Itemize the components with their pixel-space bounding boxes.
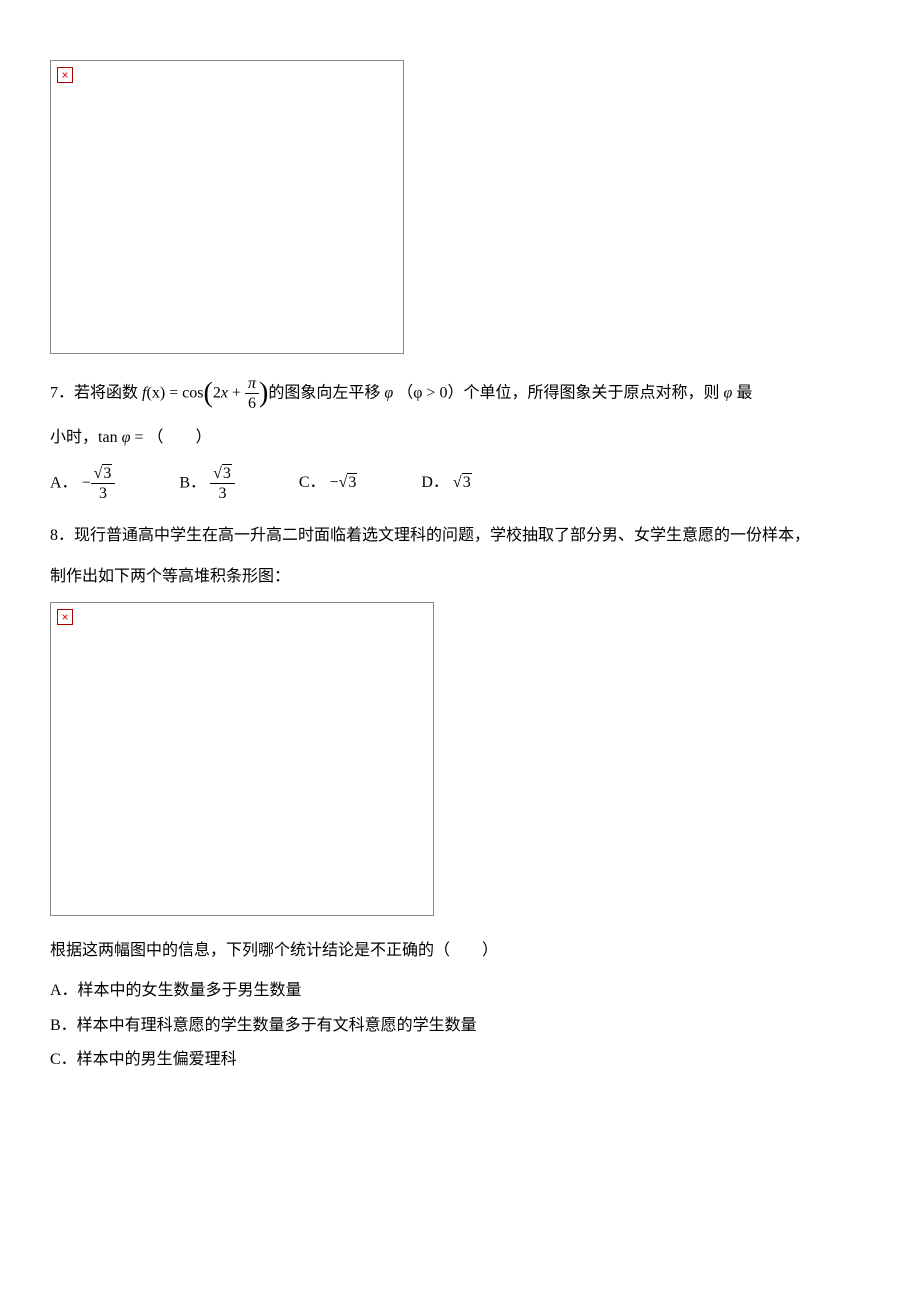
q8-neg: 不正确	[370, 942, 418, 959]
figure-placeholder-2	[50, 602, 434, 916]
q7-option-c: C． −3	[299, 468, 358, 498]
q7-option-d: D． 3	[421, 468, 471, 498]
figure-placeholder-1	[50, 60, 404, 354]
q7-phi: φ	[384, 384, 393, 401]
q8-option-c: C．样本中的男生偏爱理科	[50, 1045, 870, 1075]
question-8: 8．现行普通高中学生在高一升高二时面临着选文理科的问题，学校抽取了部分男、女学生…	[50, 521, 870, 551]
q7-tan: tan	[98, 429, 122, 446]
question-7-line2: 小时，tan φ = （ ）	[50, 423, 870, 453]
question-7: 7．若将函数 f(x) = cos(2x + π6)的图象向左平移 φ （φ >…	[50, 374, 870, 413]
q7-paren: （ ）	[147, 429, 211, 446]
q7-after-paren: 的图象向左平移	[268, 384, 384, 401]
q8-text1: 现行普通高中学生在高一升高二时面临着选文理科的问题，学校抽取了部分男、女学生意愿…	[74, 527, 810, 544]
q7-formula: f(x) = cos(2x + π6)	[142, 374, 268, 413]
q7-cond: （φ > 0）	[397, 384, 463, 401]
rparen: )	[259, 378, 268, 409]
q7-tail: 最	[732, 384, 752, 401]
q7-line2a: 小时，	[50, 429, 98, 446]
q8-option-b: B．样本中有理科意愿的学生数量多于有文科意愿的学生数量	[50, 1011, 870, 1041]
q8-choices: A．样本中的女生数量多于男生数量 B．样本中有理科意愿的学生数量多于有文科意愿的…	[50, 976, 870, 1075]
q7-frac: π6	[245, 374, 259, 413]
question-8-stem: 根据这两幅图中的信息，下列哪个统计结论是不正确的（ ）	[50, 936, 870, 966]
q7-phi2: φ	[723, 384, 732, 401]
q8-stem-tail: 的（ ）	[418, 942, 498, 959]
lparen: (	[204, 378, 213, 409]
q7-number: 7．	[50, 384, 74, 401]
q8-number: 8．	[50, 527, 74, 544]
q8-text2: 制作出如下两个等高堆积条形图：	[50, 568, 290, 585]
q7-options: A． −33 B． 33 C． −3 D． 3	[50, 464, 870, 503]
q7-option-a: A． −33	[50, 464, 115, 503]
question-8-line2: 制作出如下两个等高堆积条形图：	[50, 562, 870, 592]
q8-option-a: A．样本中的女生数量多于男生数量	[50, 976, 870, 1006]
q7-eq2: =	[130, 429, 143, 446]
q8-stem: 根据这两幅图中的信息，下列哪个统计结论是	[50, 942, 370, 959]
q7-after-cond: 个单位，所得图象关于原点对称，则	[463, 384, 723, 401]
q7-prefix: 若将函数	[74, 384, 142, 401]
q7-option-b: B． 33	[179, 464, 234, 503]
broken-image-icon	[57, 609, 73, 625]
broken-image-icon	[57, 67, 73, 83]
